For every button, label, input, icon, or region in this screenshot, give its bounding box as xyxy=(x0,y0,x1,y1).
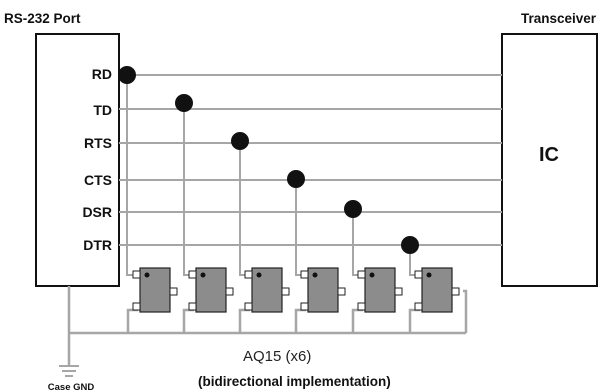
ground-wire-4 xyxy=(294,308,306,333)
ground-wire-6 xyxy=(408,308,420,333)
junction-node-dsr xyxy=(344,200,362,218)
aq15-device-5 xyxy=(357,267,403,313)
ground-symbol xyxy=(59,365,79,377)
ground-wire-5 xyxy=(351,308,363,333)
aq15-device-6 xyxy=(414,267,460,313)
aq15-devices xyxy=(132,267,460,313)
drop-wire-rts xyxy=(239,141,250,276)
drop-wire-td xyxy=(183,103,194,276)
junction-node-cts xyxy=(287,170,305,188)
pin-label-td: TD xyxy=(93,102,112,118)
pin-label-rts: RTS xyxy=(84,135,112,151)
drop-wire-dsr xyxy=(352,209,363,276)
device-label: AQ15 (x6) xyxy=(243,348,311,365)
pin-label-rd: RD xyxy=(92,66,112,82)
ground-wire-3 xyxy=(238,308,250,333)
drop-wire-cts xyxy=(295,179,306,276)
port-title: RS-232 Port xyxy=(4,11,81,26)
ground-wire-2 xyxy=(182,308,194,333)
rs232-port-box xyxy=(35,33,120,287)
ground-wire-1 xyxy=(126,308,138,333)
junction-node-dtr xyxy=(401,236,419,254)
aq15-device-4 xyxy=(300,267,346,313)
aq15-device-2 xyxy=(188,267,234,313)
caption: (bidirectional implementation) xyxy=(198,374,391,389)
pin-label-cts: CTS xyxy=(84,172,112,188)
transceiver-title: Transceiver xyxy=(521,11,597,26)
aq15-device-3 xyxy=(244,267,290,313)
aq15-device-1 xyxy=(132,267,178,313)
signal-lines xyxy=(119,74,502,246)
ground-wire-end xyxy=(463,289,468,333)
pin-label-dtr: DTR xyxy=(83,237,112,253)
junction-node-rd xyxy=(118,66,136,84)
ic-label: IC xyxy=(539,144,559,166)
junction-node-td xyxy=(175,94,193,112)
junction-nodes xyxy=(118,66,419,254)
pin-label-dsr: DSR xyxy=(82,204,112,220)
pin-labels: RD TD RTS CTS DSR DTR xyxy=(82,66,112,253)
ground-label: Case GND xyxy=(48,382,95,392)
junction-node-rts xyxy=(231,132,249,150)
transceiver-ic-box xyxy=(501,33,598,287)
